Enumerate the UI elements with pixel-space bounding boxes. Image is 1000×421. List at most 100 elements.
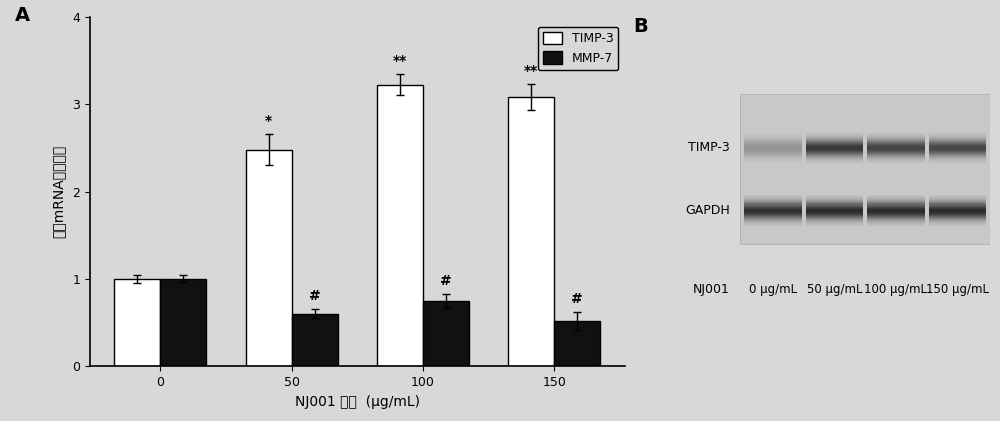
Bar xyxy=(806,143,863,144)
Bar xyxy=(744,200,802,201)
Bar xyxy=(806,152,863,153)
Bar xyxy=(929,155,986,156)
Bar xyxy=(744,154,802,155)
Text: **: ** xyxy=(393,54,407,68)
Bar xyxy=(929,210,986,211)
Bar xyxy=(867,195,925,196)
Bar xyxy=(929,139,986,140)
Bar xyxy=(929,199,986,200)
Bar xyxy=(929,138,986,139)
Text: 100 μg/mL: 100 μg/mL xyxy=(864,283,927,296)
Bar xyxy=(929,142,986,143)
Bar xyxy=(929,154,986,155)
Bar xyxy=(929,196,986,197)
Bar xyxy=(114,279,160,366)
Bar xyxy=(744,133,802,134)
Bar xyxy=(744,138,802,139)
Bar xyxy=(867,135,925,136)
Bar xyxy=(806,153,863,154)
Bar xyxy=(867,197,925,198)
Bar xyxy=(806,197,863,198)
Bar xyxy=(929,162,986,163)
Bar xyxy=(867,149,925,150)
Bar xyxy=(867,220,925,221)
Text: **: ** xyxy=(524,64,539,78)
Bar xyxy=(867,153,925,154)
Bar xyxy=(867,155,925,156)
Bar xyxy=(929,200,986,201)
Bar xyxy=(744,196,802,197)
Bar xyxy=(867,224,925,226)
Bar xyxy=(929,150,986,151)
Bar xyxy=(806,147,863,148)
Bar xyxy=(929,143,986,144)
Bar xyxy=(806,221,863,222)
Bar xyxy=(744,151,802,152)
Bar xyxy=(806,141,863,142)
Bar xyxy=(867,162,925,163)
Bar xyxy=(806,148,863,149)
Bar xyxy=(806,136,863,137)
Bar xyxy=(806,142,863,143)
Bar xyxy=(806,196,863,197)
Bar xyxy=(744,208,802,209)
Bar xyxy=(806,213,863,214)
Bar xyxy=(806,220,863,221)
Bar xyxy=(867,222,925,224)
Bar xyxy=(867,142,925,143)
Bar xyxy=(867,134,925,135)
Bar xyxy=(744,149,802,150)
Bar xyxy=(867,136,925,137)
Bar xyxy=(867,157,925,158)
Bar xyxy=(867,160,925,161)
Bar xyxy=(744,158,802,159)
Bar xyxy=(867,221,925,222)
Bar xyxy=(929,137,986,138)
Bar xyxy=(554,321,600,366)
Bar xyxy=(929,158,986,159)
Bar xyxy=(377,85,423,366)
Bar xyxy=(929,224,986,226)
Bar xyxy=(806,158,863,159)
Bar xyxy=(929,152,986,153)
Bar xyxy=(806,211,863,212)
Bar xyxy=(744,161,802,162)
Text: 150 μg/mL: 150 μg/mL xyxy=(926,283,989,296)
Bar xyxy=(867,198,925,199)
Bar xyxy=(867,158,925,159)
Bar xyxy=(806,215,863,216)
Bar xyxy=(246,149,292,366)
Bar xyxy=(867,218,925,219)
Bar xyxy=(806,155,863,156)
Bar xyxy=(806,195,863,196)
Bar xyxy=(744,162,802,163)
Bar xyxy=(929,216,986,217)
Bar xyxy=(744,159,802,160)
Bar xyxy=(929,146,986,147)
Bar xyxy=(867,212,925,213)
Bar xyxy=(806,208,863,209)
Bar xyxy=(929,208,986,209)
Bar xyxy=(806,159,863,160)
Bar xyxy=(744,153,802,154)
Bar xyxy=(806,149,863,150)
Bar xyxy=(867,210,925,211)
Bar xyxy=(744,203,802,205)
Bar xyxy=(806,201,863,203)
Bar xyxy=(744,217,802,218)
Bar xyxy=(867,144,925,145)
Bar xyxy=(744,199,802,200)
Bar xyxy=(929,153,986,154)
Bar xyxy=(929,195,986,196)
Bar xyxy=(867,148,925,149)
Bar xyxy=(867,143,925,144)
Bar xyxy=(929,149,986,150)
Bar xyxy=(744,143,802,144)
Bar xyxy=(744,215,802,216)
Bar xyxy=(806,134,863,135)
Bar xyxy=(806,137,863,138)
Bar xyxy=(744,137,802,138)
Bar xyxy=(806,214,863,215)
Bar xyxy=(867,156,925,157)
Bar xyxy=(744,134,802,135)
